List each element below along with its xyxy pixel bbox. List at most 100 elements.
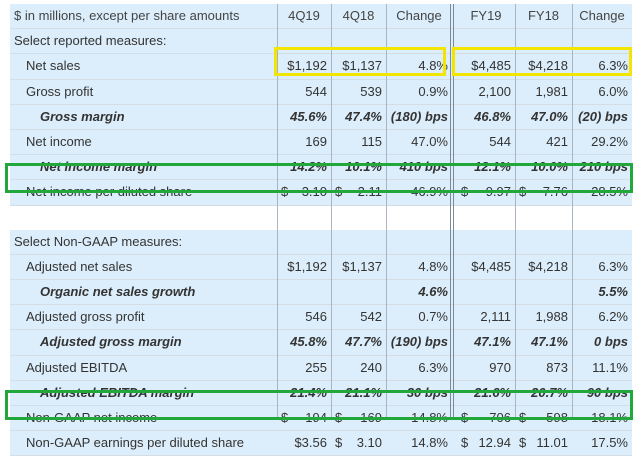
cell-value: 2,100 (478, 83, 511, 99)
cell-number: 12.94 (478, 435, 511, 451)
table-row: Gross profit 544 539 0.9% 2,100 1,981 6.… (10, 79, 632, 105)
cell-value: $1,137 (342, 258, 382, 274)
row-label: Organic net sales growth (40, 284, 196, 300)
cell-value: 47.7% (345, 334, 382, 350)
table-row: Adjusted gross profit 546 542 0.7% 2,111… (10, 305, 632, 331)
cell-value: 240 (360, 359, 382, 375)
highlight-box-yellow (452, 47, 632, 76)
cell-value: (20) bps (578, 108, 628, 124)
cell-value: 539 (360, 83, 382, 99)
cell-value: (190) bps (390, 334, 448, 350)
cell-value: 14.2% (290, 159, 327, 175)
table-row: Adjusted EBITDA margin 21.4% 21.1% 30 bp… (10, 380, 632, 406)
row-label: Net income margin (40, 159, 158, 175)
cell-value: 12.1% (474, 159, 511, 175)
cell-value: $4,485 (471, 58, 511, 74)
cell-value: 0 bps (594, 334, 628, 350)
cell-value: $3.56 (294, 435, 327, 451)
cell-value: 542 (360, 309, 382, 325)
cell-number: 11.01 (536, 435, 568, 451)
cell-value: 47.0% (411, 133, 448, 149)
section-title-row: Select reported measures: (10, 29, 632, 55)
cell-value: 10.0% (531, 159, 568, 175)
cell-value (457, 280, 515, 304)
row-label: Net income (26, 133, 92, 149)
cell-value: 6.3% (598, 58, 628, 74)
column-divider (331, 4, 332, 418)
table-row: Adjusted gross margin 45.8% 47.7% (190) … (10, 330, 632, 356)
dollar-sign: $ (461, 435, 469, 451)
cell-value: $4,218 (528, 258, 568, 274)
cell-value: 4.8% (418, 58, 448, 74)
cell-value: 11.1% (592, 359, 628, 375)
column-divider (386, 4, 387, 418)
table-row: Non-GAAP earnings per diluted share $3.5… (10, 431, 632, 456)
cell-value: 0.7% (418, 309, 448, 325)
header-row: $ in millions, except per share amounts … (10, 4, 632, 30)
highlight-box-yellow (274, 47, 446, 76)
dollar-sign: $ (335, 435, 343, 451)
cell-value: $4,218 (528, 58, 568, 74)
cell-value (515, 280, 572, 304)
dollar-sign: $ (519, 435, 527, 451)
cell-value: 255 (305, 359, 327, 375)
col-fy18: FY18 (527, 8, 560, 23)
column-divider (515, 4, 516, 418)
cell-value: 6.2% (598, 309, 628, 325)
double-column-divider (450, 4, 454, 418)
row-label: Gross profit (26, 83, 94, 99)
cell-value: $1,192 (287, 58, 327, 74)
col-change-fy: Change (579, 8, 625, 23)
section-title-reported: Select reported measures: (14, 33, 167, 49)
cell-value: 421 (546, 133, 568, 149)
cell-value: 1,981 (535, 83, 568, 99)
cell-value: $12.94 (457, 431, 515, 455)
row-label: Adjusted gross margin (40, 334, 182, 350)
table-row: Gross margin 45.6% 47.4% (180) bps 46.8%… (10, 104, 632, 130)
cell-value: 6.3% (418, 359, 448, 375)
col-4q19: 4Q19 (288, 8, 320, 23)
cell-value: 47.1% (474, 334, 511, 350)
table-row: Net income 169 115 47.0% 544 421 29.2% (10, 129, 632, 156)
cell-value: 2,111 (480, 309, 511, 325)
col-change-q: Change (396, 8, 442, 23)
cell-value: 17.5% (591, 435, 628, 451)
spacer-row (10, 205, 632, 230)
cell-value: 210 bps (579, 159, 628, 175)
header-label: $ in millions, except per share amounts (14, 8, 240, 23)
cell-value: 115 (361, 133, 382, 149)
row-label: Adjusted net sales (26, 258, 133, 274)
table-row: Adjusted EBITDA 255 240 6.3% 970 873 11.… (10, 355, 632, 381)
cell-value: 873 (546, 359, 568, 375)
cell-value: 29.2% (591, 133, 628, 149)
cell-value: (180) bps (390, 108, 448, 124)
cell-value: 46.8% (474, 108, 511, 124)
cell-value: 47.1% (531, 334, 568, 350)
cell-value: 45.6% (290, 108, 327, 124)
cell-value: $1,137 (342, 58, 382, 74)
cell-value: 45.8% (290, 334, 327, 350)
column-divider (572, 4, 573, 418)
row-label: Gross margin (40, 108, 125, 124)
cell-value: $4,485 (471, 258, 511, 274)
section-title-non-gaap: Select Non-GAAP measures: (14, 233, 183, 249)
section-title-row: Select Non-GAAP measures: (10, 229, 632, 255)
cell-value: 6.0% (598, 83, 628, 99)
cell-value: 546 (305, 309, 327, 325)
cell-value: 410 bps (399, 159, 448, 175)
col-fy19: FY19 (470, 8, 502, 23)
cell-value: $1,192 (287, 258, 327, 274)
table-row: Adjusted net sales $1,192 $1,137 4.8% $4… (10, 254, 632, 281)
cell-value: 970 (489, 359, 511, 375)
row-label: Non-GAAP earnings per diluted share (26, 435, 244, 451)
column-divider (277, 4, 278, 418)
cell-value: 544 (305, 83, 327, 99)
cell-value: 4.8% (418, 258, 448, 274)
cell-value: 10.1% (345, 159, 382, 175)
cell-value (331, 280, 386, 304)
row-label: Adjusted gross profit (26, 309, 145, 325)
highlight-box-green (5, 390, 633, 420)
cell-value: 4.6% (418, 284, 448, 300)
highlight-box-green (5, 163, 633, 193)
table-row: Net income margin 14.2% 10.1% 410 bps 12… (10, 155, 632, 181)
